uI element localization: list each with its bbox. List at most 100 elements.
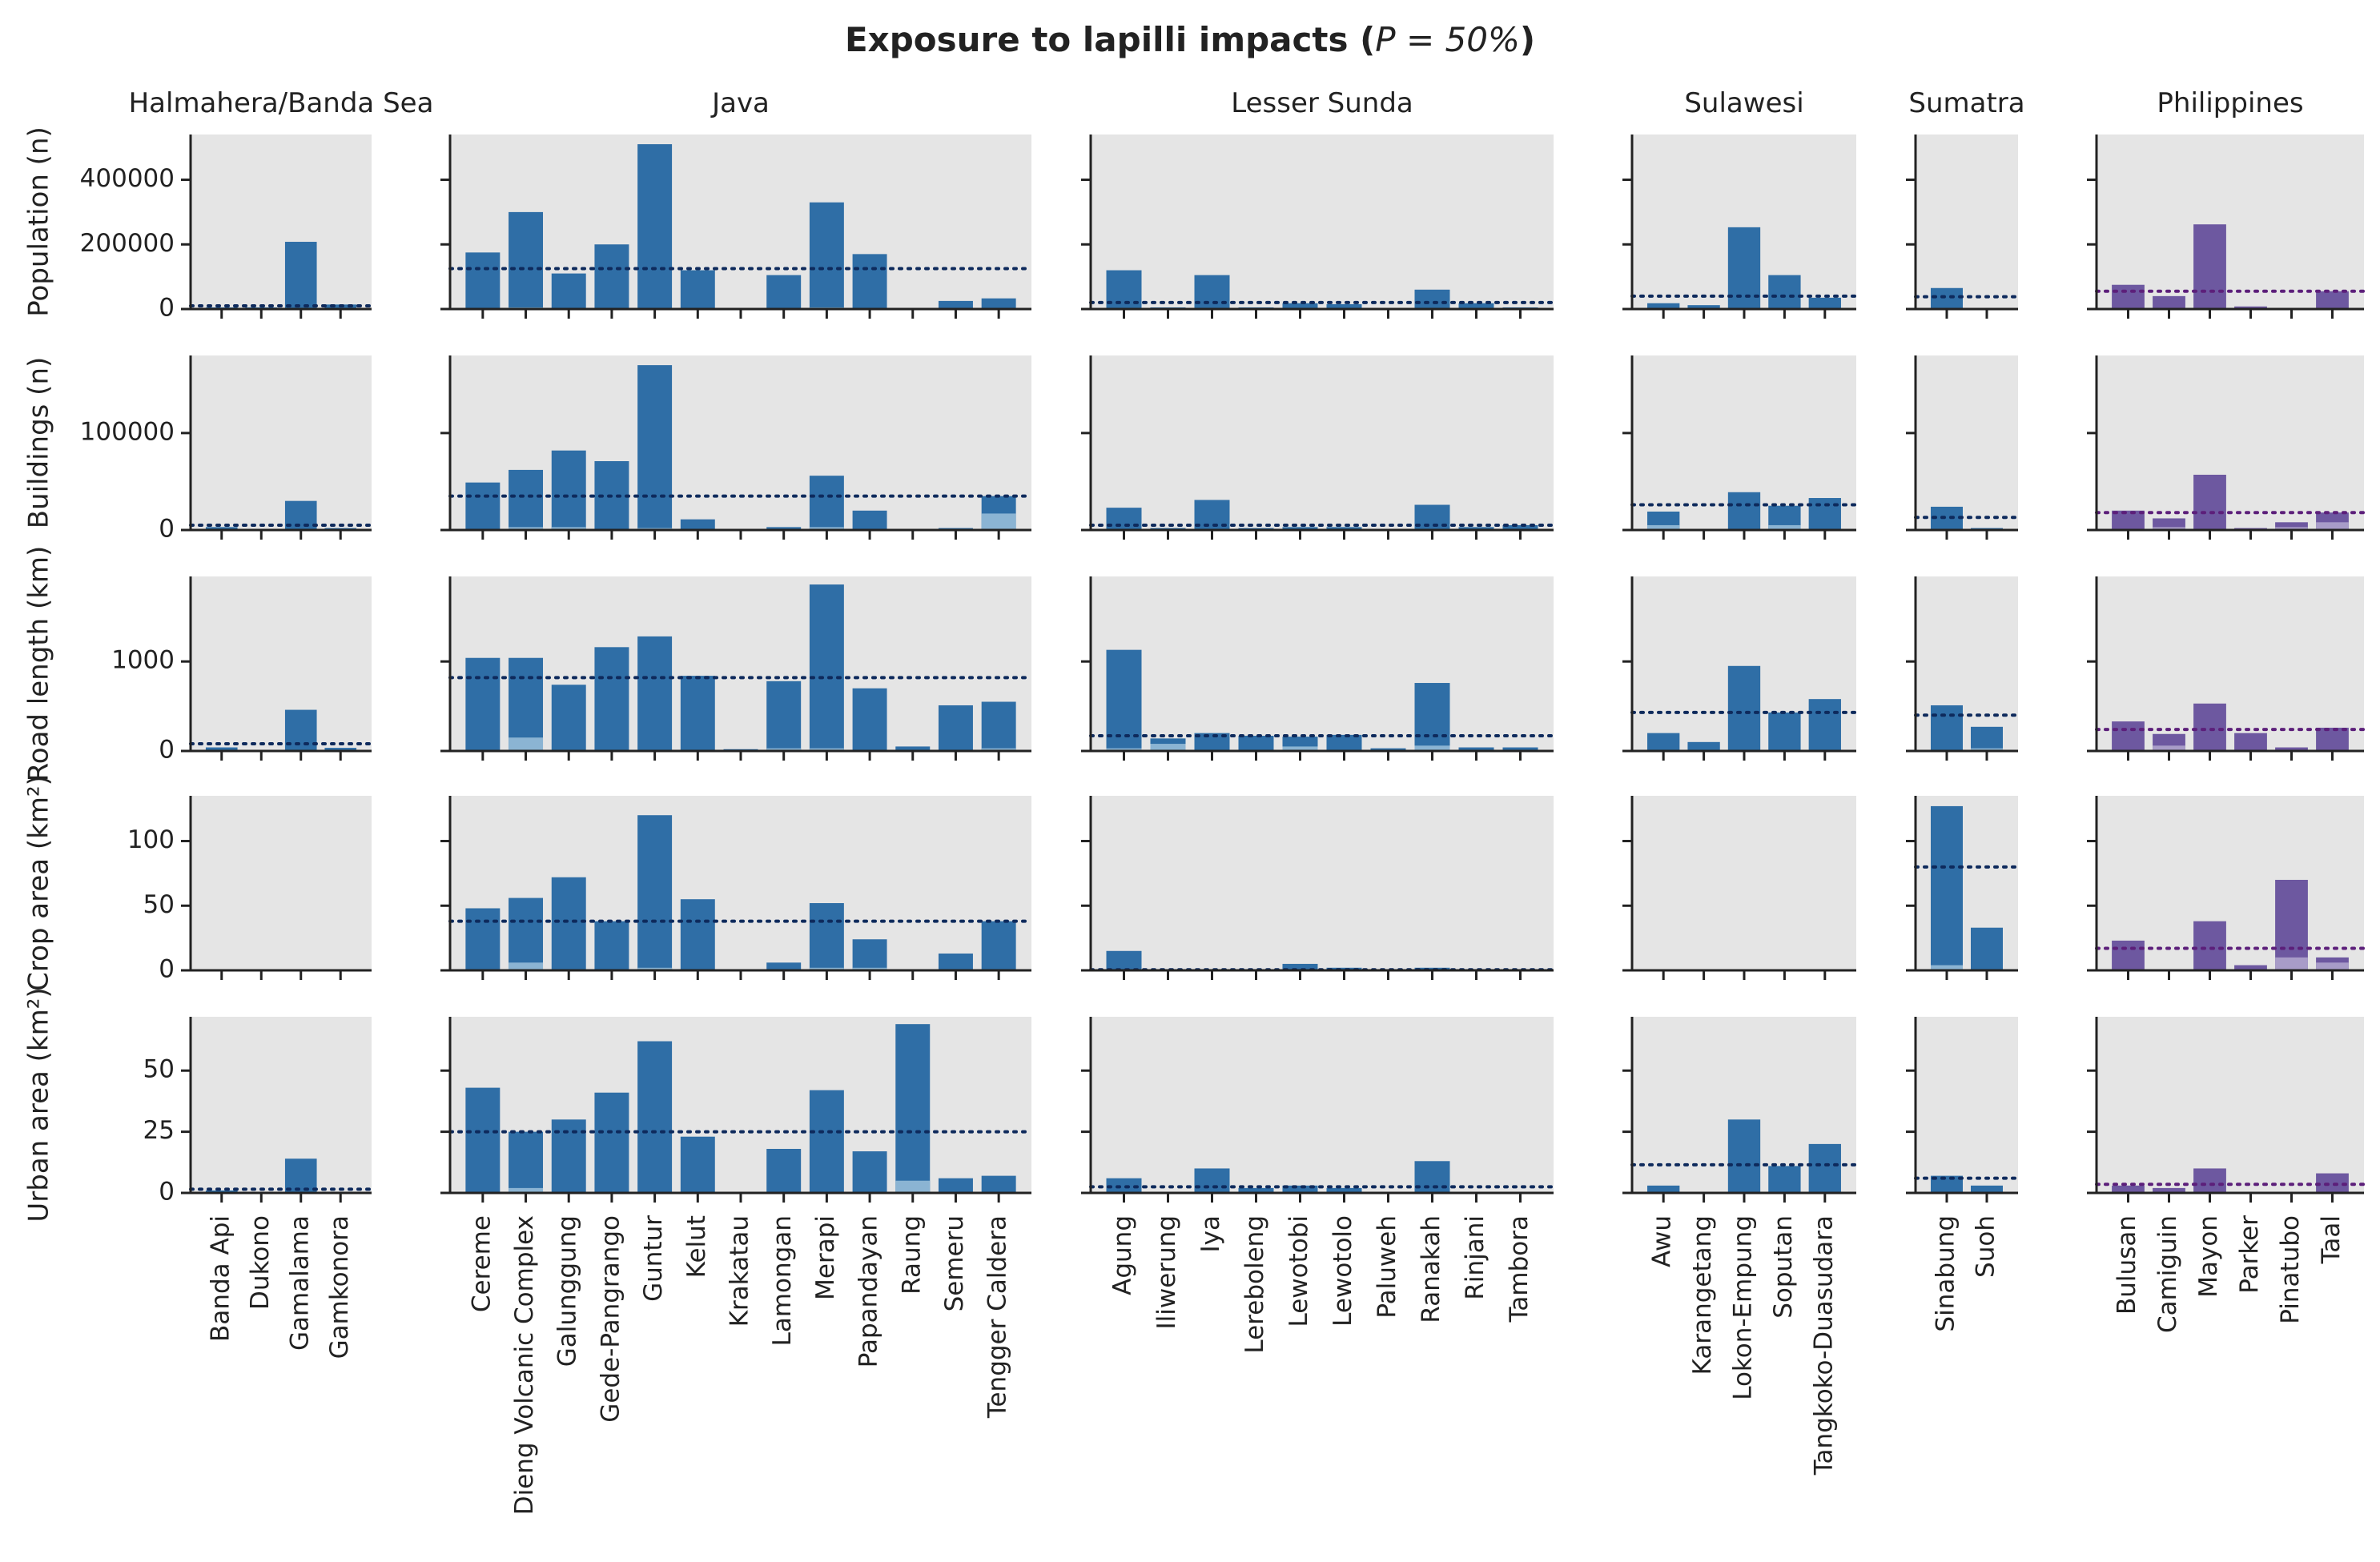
bar-Mayon <box>2193 224 2226 309</box>
bar-Guntur <box>637 365 673 530</box>
panel-bg <box>1091 796 1554 970</box>
panel-bg <box>1091 1017 1554 1193</box>
x-tick-label: Soputan <box>1769 1215 1798 1319</box>
bar-Parker <box>2234 306 2267 309</box>
bar-Ranakah <box>1414 683 1450 751</box>
x-tick-label: Gamkonora <box>325 1215 354 1359</box>
x-tick-label: Taal <box>2317 1215 2346 1264</box>
panel-bg <box>191 135 372 309</box>
panel-bg <box>1916 355 2018 530</box>
bar-Papandayan <box>852 510 887 530</box>
x-tick-label: Iliwerung <box>1152 1215 1181 1330</box>
x-tick-label: Ranakah <box>1417 1215 1445 1323</box>
x-tick-label: Banda Api <box>206 1215 235 1342</box>
x-tick-label: Sinabung <box>1932 1215 1960 1332</box>
bar-inner-Awu <box>1647 524 1680 530</box>
bar-Mayon <box>2193 921 2226 970</box>
x-tick-label: Galunggung <box>553 1215 582 1367</box>
x-tick-label: Guntur <box>639 1215 668 1302</box>
bar-Iya <box>1194 1168 1230 1193</box>
bar-Camiguin <box>2153 295 2185 309</box>
bar-Galunggung <box>551 450 586 530</box>
x-tick-label: Tambora <box>1505 1215 1534 1323</box>
y-tick-label: 0 <box>159 294 175 323</box>
bar-Tengger Caldera <box>981 1175 1016 1193</box>
bar-Kelut <box>680 270 715 309</box>
x-tick-label: Krakatau <box>726 1215 754 1327</box>
bar-Merapi <box>809 584 844 751</box>
bar-Merapi <box>809 903 844 970</box>
x-tick-label: Camiguin <box>2153 1215 2182 1333</box>
panel-bg <box>1091 135 1554 309</box>
bar-Semeru <box>938 954 973 970</box>
x-tick-label: Awu <box>1648 1215 1677 1267</box>
chart-title: Exposure to lapilli impacts (P = 50%) <box>845 20 1535 59</box>
x-tick-label: Raung <box>897 1215 926 1295</box>
x-tick-label: Kelut <box>682 1215 711 1278</box>
bar-Kelut <box>680 519 715 530</box>
x-tick-label: Lamongan <box>768 1215 797 1346</box>
bar-Rinjani <box>1458 747 1494 751</box>
bar-Soputan <box>1768 1166 1801 1193</box>
row-label-road: Road length (km) <box>23 546 55 782</box>
panel-bg <box>450 355 1031 530</box>
bar-Taal <box>2316 727 2349 751</box>
bar-Awu <box>1647 1185 1680 1193</box>
panel-bg <box>450 796 1031 970</box>
bar-Sinabung <box>1931 705 1963 751</box>
bar-inner-Soputan <box>1768 524 1801 530</box>
bar-Gede-Pangrango <box>594 647 629 751</box>
row-label-pop: Population (n) <box>23 126 55 317</box>
bar-Mayon <box>2193 1168 2226 1193</box>
bar-Gamalama <box>284 242 317 309</box>
bar-Parker <box>2234 965 2267 970</box>
bar-Parker <box>2234 733 2267 751</box>
bar-Merapi <box>809 202 844 309</box>
group-title: Lesser Sunda <box>1231 87 1413 119</box>
x-tick-label: Lewotolo <box>1329 1215 1357 1327</box>
y-tick-label: 0 <box>159 736 175 765</box>
y-tick-label: 0 <box>159 955 175 984</box>
bar-Lewotolo <box>1326 734 1362 751</box>
bar-Pinatubo <box>2275 522 2308 530</box>
chart-title-end: ) <box>1520 20 1535 59</box>
row-label-bld: Buildings (n) <box>23 357 55 529</box>
bar-Papandayan <box>852 254 887 309</box>
bar-inner-Tengger Caldera <box>981 748 1016 751</box>
bar-Gamalama <box>284 1158 317 1193</box>
bar-Galunggung <box>551 877 586 970</box>
bar-Guntur <box>637 815 673 970</box>
y-tick-label: 100 <box>127 825 175 854</box>
y-tick-label: 100000 <box>80 417 175 446</box>
bar-Banda Api <box>205 747 238 751</box>
x-tick-label: Karangetang <box>1688 1215 1717 1375</box>
bar-Cereme <box>465 657 501 751</box>
chart-title-main: Exposure to lapilli impacts ( <box>845 20 1375 59</box>
chart-title-math: P = 50% <box>1375 20 1520 59</box>
bar-Lamongan <box>766 275 802 309</box>
bar-Kelut <box>680 899 715 970</box>
bar-Raung <box>895 1024 931 1193</box>
bar-Lamongan <box>766 962 802 970</box>
bar-Tangkoko-Duasudara <box>1808 699 1841 751</box>
bar-Suoh <box>1971 927 2003 970</box>
x-tick-label: Semeru <box>940 1215 969 1311</box>
bar-Agung <box>1106 950 1142 970</box>
bar-Guntur <box>637 636 673 751</box>
row-label-crop: Crop area (km²) <box>23 775 55 991</box>
bar-Lewotolo <box>1326 1187 1362 1193</box>
bar-Tangkoko-Duasudara <box>1808 1143 1841 1193</box>
bar-Dieng Volcanic Complex <box>509 211 544 309</box>
x-tick-label: Pinatubo <box>2276 1215 2305 1324</box>
bar-Lokon-Empung <box>1727 665 1761 751</box>
bar-Ranakah <box>1414 967 1450 970</box>
bar-Lewotolo <box>1326 967 1362 970</box>
group-title: Philippines <box>2157 87 2303 119</box>
bar-inner-Papandayan <box>852 967 887 970</box>
bar-Banda Api <box>205 1190 238 1193</box>
panel-bg <box>1916 1017 2018 1193</box>
bar-Lewotobi <box>1282 303 1318 309</box>
bar-inner-Dieng Volcanic Complex <box>509 1187 544 1193</box>
bar-inner-Dieng Volcanic Complex <box>509 737 544 751</box>
